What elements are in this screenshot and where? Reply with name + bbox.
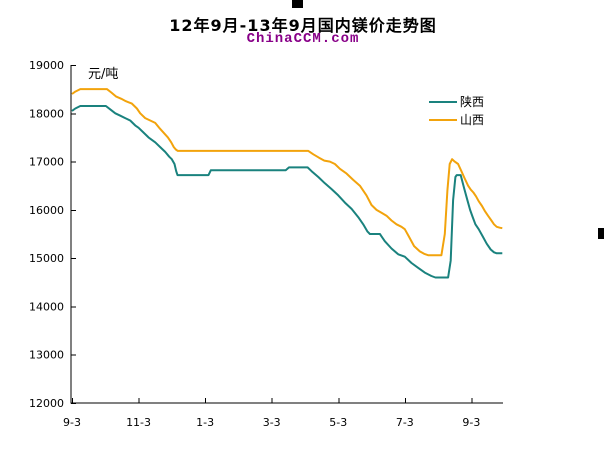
legend-label-shanxi: 山西	[460, 113, 485, 127]
x-tick-label: 1-3	[196, 416, 214, 429]
watermark-link[interactable]: ChinaCCM.com	[246, 31, 360, 47]
legend-swatch-shanxi-icon	[429, 119, 457, 121]
black-square-marker-top	[292, 0, 303, 8]
y-tick-label: 12000	[29, 397, 64, 410]
y-tick-label: 18000	[29, 107, 64, 120]
x-tick-label: 3-3	[263, 416, 281, 429]
series-line-shanxi	[71, 88, 503, 257]
x-tick-label: 11-3	[126, 416, 151, 429]
legend-item-shanxi: 山西	[429, 111, 484, 129]
series-line-shaanxi	[71, 105, 503, 279]
x-tick-label: 9-3	[462, 416, 480, 429]
y-tick-label: 16000	[29, 204, 64, 217]
legend-label-shaanxi: 陕西	[460, 95, 485, 109]
x-tick-label: 5-3	[329, 416, 347, 429]
x-tick-label: 7-3	[396, 416, 414, 429]
y-axis-unit-label: 元/吨	[88, 67, 119, 82]
y-tick-label: 13000	[29, 349, 64, 362]
y-tick-label: 19000	[29, 59, 64, 72]
page-title: 12年9月-13年9月国内镁价走势图	[169, 16, 437, 35]
y-tick-label: 14000	[29, 300, 64, 313]
legend-item-shaanxi: 陕西	[429, 93, 484, 111]
y-tick-label: 15000	[29, 252, 64, 265]
x-tick-label: 9-3	[63, 416, 81, 429]
y-tick-label: 17000	[29, 156, 64, 169]
black-square-marker-right	[598, 228, 604, 239]
legend: 陕西 山西	[429, 93, 484, 129]
legend-swatch-shaanxi-icon	[429, 101, 457, 103]
